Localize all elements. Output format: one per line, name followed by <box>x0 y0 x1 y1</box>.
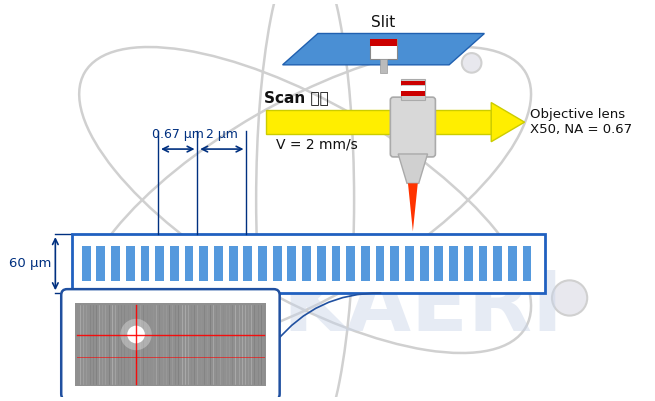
Polygon shape <box>408 183 418 231</box>
Bar <box>317 246 326 282</box>
Bar <box>214 246 223 282</box>
Text: Slit: Slit <box>371 14 396 30</box>
Bar <box>244 246 252 282</box>
Bar <box>346 246 355 282</box>
Bar <box>258 246 267 282</box>
Polygon shape <box>282 34 485 65</box>
Bar <box>75 303 266 386</box>
Bar <box>361 246 370 282</box>
Text: V = 2 mm/s: V = 2 mm/s <box>276 138 358 152</box>
Bar <box>331 246 341 282</box>
Circle shape <box>121 319 152 350</box>
Polygon shape <box>491 103 525 142</box>
Bar <box>401 91 424 96</box>
Bar <box>401 81 424 85</box>
Text: Scan 방향: Scan 방향 <box>264 91 329 105</box>
Bar <box>199 246 208 282</box>
Bar <box>376 246 384 282</box>
Bar <box>96 246 105 282</box>
Bar <box>266 110 413 134</box>
Bar <box>405 246 414 282</box>
Bar <box>126 246 135 282</box>
Circle shape <box>102 290 137 325</box>
FancyBboxPatch shape <box>390 97 436 157</box>
Bar <box>170 246 179 282</box>
Circle shape <box>127 326 145 343</box>
Bar <box>434 246 443 282</box>
Circle shape <box>552 280 588 316</box>
Bar <box>493 246 502 282</box>
Bar <box>379 59 387 73</box>
Bar <box>464 246 473 282</box>
Bar <box>401 86 424 91</box>
Bar <box>272 246 282 282</box>
Bar <box>82 246 90 282</box>
Bar <box>523 246 531 282</box>
Bar <box>449 246 458 282</box>
Circle shape <box>462 53 481 73</box>
Bar <box>302 246 311 282</box>
Bar <box>413 110 491 134</box>
Bar <box>72 234 545 293</box>
Text: 60 μm: 60 μm <box>9 257 52 270</box>
Bar <box>141 246 149 282</box>
Text: Objective lens
X50, NA = 0.67: Objective lens X50, NA = 0.67 <box>531 108 633 136</box>
Bar <box>401 79 424 100</box>
Bar <box>155 246 164 282</box>
Bar <box>420 246 428 282</box>
Bar <box>111 246 120 282</box>
FancyBboxPatch shape <box>61 289 280 400</box>
Bar <box>370 39 397 46</box>
Bar <box>390 246 399 282</box>
Bar <box>288 246 296 282</box>
Bar <box>479 246 487 282</box>
Text: 0.67 μm: 0.67 μm <box>152 128 204 141</box>
Text: KAERI: KAERI <box>282 267 563 348</box>
Bar <box>229 246 238 282</box>
Bar <box>370 39 397 59</box>
Bar <box>185 246 193 282</box>
Bar <box>508 246 517 282</box>
Text: 2 μm: 2 μm <box>206 128 238 141</box>
Polygon shape <box>398 154 428 183</box>
